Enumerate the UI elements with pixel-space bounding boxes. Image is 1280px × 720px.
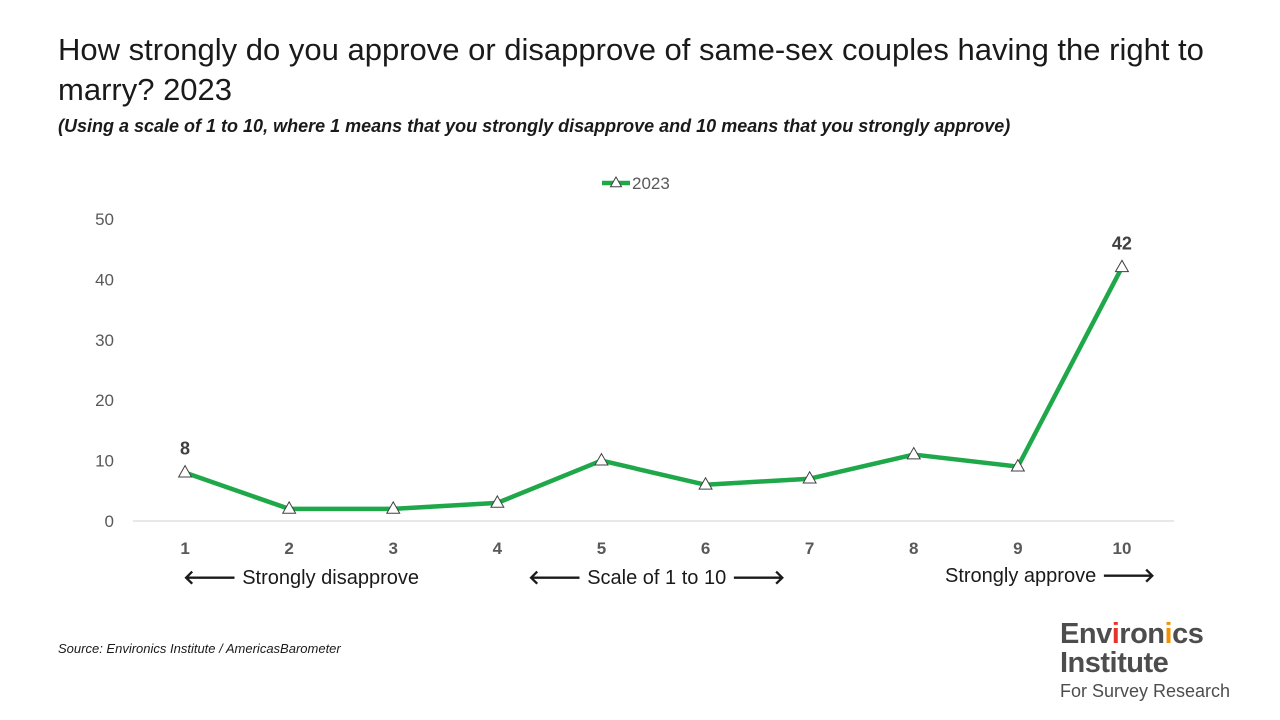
data-point-triangle-icon	[594, 452, 609, 466]
data-point-triangle-icon	[281, 500, 297, 514]
x-tick-label: 8	[909, 539, 918, 558]
environics-logo: Environics Institute For Survey Research	[1060, 620, 1230, 702]
chart-subtitle: (Using a scale of 1 to 10, where 1 means…	[58, 116, 1011, 136]
y-tick-label: 40	[95, 270, 114, 289]
data-label: 8	[180, 439, 190, 459]
line-chart: 2023 0 10 20 30 40 50 1 2 3 4 5 6 7 8 9 10 8 42	[95, 174, 1174, 558]
data-labels: 8 42	[180, 233, 1132, 458]
data-point-triangle-icon	[1114, 259, 1130, 273]
x-tick-label: 7	[805, 539, 814, 558]
y-tick-label: 20	[95, 391, 114, 410]
y-tick-label: 0	[105, 512, 114, 531]
x-tick-label: 3	[389, 539, 398, 558]
data-point-triangle-icon	[802, 470, 817, 484]
series-line	[182, 265, 1125, 512]
logo-line-1: Environics	[1060, 618, 1204, 650]
arrow-right-icon: 🡒	[731, 567, 786, 589]
annotation-left-text: Strongly disapprove	[242, 567, 419, 589]
chart-title: How strongly do you approve or disapprov…	[58, 32, 1204, 107]
x-tick-label: 1	[180, 539, 189, 558]
x-tick-label: 10	[1112, 539, 1131, 558]
arrow-right-icon: 🡒	[1101, 565, 1156, 587]
x-tick-label: 2	[284, 539, 293, 558]
source-note: Source: Environics Institute / AmericasB…	[58, 641, 341, 656]
x-tick-label: 9	[1013, 539, 1022, 558]
data-point-triangle-icon	[1010, 458, 1026, 472]
annotation-scale: 🡐 Scale of 1 to 10 🡒	[528, 565, 785, 590]
data-point-triangle-icon	[490, 494, 505, 508]
x-tick-label: 4	[493, 539, 503, 558]
y-axis: 0 10 20 30 40 50	[95, 210, 114, 531]
annotation-middle-text: Scale of 1 to 10	[587, 567, 727, 589]
annotation-strongly-disapprove: 🡐 Strongly disapprove	[183, 565, 419, 590]
logo-line-2: Institute	[1060, 647, 1169, 679]
legend-label: 2023	[632, 174, 670, 193]
annotation-right-text: Strongly approve	[945, 565, 1097, 587]
data-point-triangle-icon	[177, 464, 193, 478]
series-2023	[177, 259, 1130, 514]
data-point-triangle-icon	[906, 446, 922, 460]
y-tick-label: 30	[95, 331, 114, 350]
legend: 2023	[602, 174, 670, 193]
legend-triangle-icon	[609, 175, 623, 188]
arrow-left-icon: 🡐	[183, 567, 237, 589]
x-tick-label: 6	[701, 539, 710, 558]
logo-line-3: For Survey Research	[1060, 681, 1231, 701]
y-tick-label: 10	[95, 452, 114, 471]
data-label: 42	[1112, 233, 1132, 253]
data-point-triangle-icon	[698, 476, 713, 490]
annotation-strongly-approve: Strongly approve 🡒	[945, 563, 1155, 588]
data-point-triangle-icon	[385, 500, 401, 514]
arrow-left-icon: 🡐	[528, 567, 582, 589]
x-axis: 1 2 3 4 5 6 7 8 9 10	[133, 520, 1174, 558]
y-tick-label: 50	[95, 210, 114, 229]
x-tick-label: 5	[597, 539, 606, 558]
